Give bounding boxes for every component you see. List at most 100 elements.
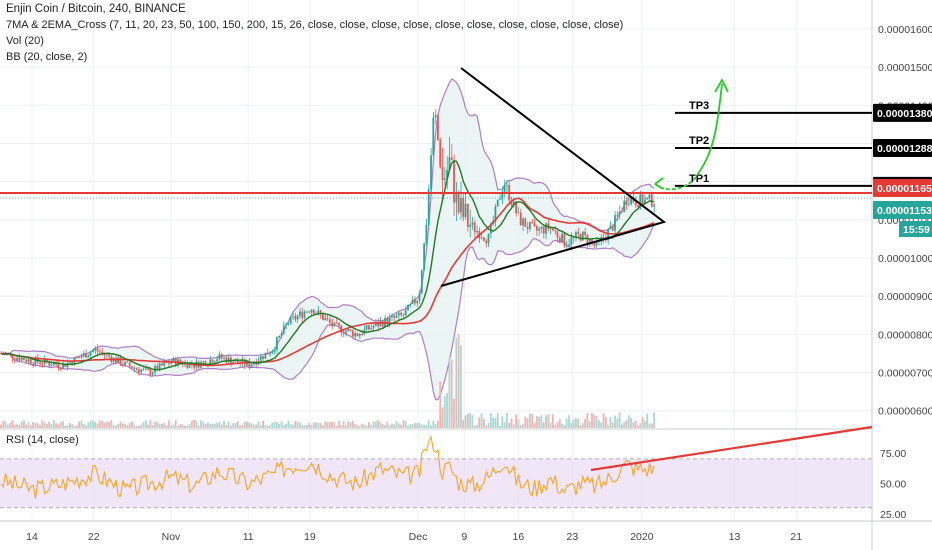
candle-body — [616, 214, 619, 216]
volume-bar — [303, 425, 306, 428]
volume-bar — [138, 425, 140, 428]
candle-body — [630, 197, 632, 204]
candle-body — [462, 198, 465, 217]
volume-bar — [434, 423, 437, 428]
candle-body — [443, 178, 446, 180]
rsi-tick-label: 50.00 — [880, 478, 906, 490]
candle-body — [650, 194, 653, 207]
bb-fill — [1, 78, 655, 400]
volume-bar — [469, 412, 471, 428]
candle-body — [529, 221, 531, 229]
ma-legend[interactable]: 7MA & 2EMA_Cross (7, 11, 20, 23, 50, 100… — [6, 19, 624, 31]
candle-body — [365, 325, 368, 330]
candle-body — [411, 299, 414, 304]
candle-body — [82, 353, 85, 357]
volume-bar — [623, 421, 626, 428]
candle-body — [535, 226, 538, 231]
target-label: TP1 — [689, 173, 709, 185]
volume-bar — [439, 381, 442, 428]
candle-body — [163, 362, 166, 366]
volume-bar — [32, 422, 34, 428]
volume-bar — [370, 424, 373, 428]
candle-body — [609, 225, 612, 230]
candle-body — [402, 314, 405, 316]
countdown-label: 15:59 — [903, 224, 930, 236]
candle-body — [648, 194, 651, 198]
candle-body — [151, 372, 154, 375]
ma-red — [0, 197, 655, 367]
x-tick-label: 14 — [26, 531, 38, 543]
volume-bar — [365, 425, 368, 428]
bb-lower — [0, 224, 655, 401]
volume-bar — [59, 421, 62, 428]
bb-legend[interactable]: BB (20, close, 2) — [6, 51, 88, 63]
volume-bar — [457, 334, 460, 428]
candle-body — [464, 203, 467, 217]
volume-bar — [308, 423, 310, 428]
volume-bar — [374, 421, 377, 428]
volume-bar — [575, 418, 577, 428]
candle-body — [94, 348, 97, 351]
volume-bar — [135, 425, 138, 428]
volume-bar — [646, 413, 649, 428]
volume-bar — [577, 418, 580, 428]
volume-bar — [391, 423, 393, 428]
volume-bar — [450, 359, 453, 428]
candle-body — [579, 234, 582, 241]
candle-body — [16, 357, 18, 360]
volume-bar — [616, 418, 619, 428]
volume-bar — [85, 425, 87, 428]
volume-bar — [420, 424, 423, 428]
candle-body — [595, 240, 598, 246]
candle-body — [85, 353, 87, 358]
candle-body — [331, 322, 333, 327]
candle-body — [280, 333, 283, 336]
volume-bar — [476, 424, 478, 428]
volume-bar — [455, 337, 458, 428]
volume-bar — [172, 424, 175, 428]
volume-bar — [531, 414, 534, 428]
candle-body — [568, 244, 570, 246]
volume-bar — [409, 424, 412, 428]
symbol-legend[interactable]: Enjin Coin / Bitcoin, 240, BINANCE — [6, 3, 186, 15]
rsi-legend[interactable]: RSI (14, close) — [6, 434, 79, 446]
rsi-pane — [0, 425, 873, 509]
candle-body — [588, 239, 591, 245]
candle-body — [216, 359, 218, 362]
volume-bar — [66, 425, 69, 428]
candle-body — [545, 223, 547, 234]
volume-bar — [223, 420, 225, 428]
candle-body — [510, 200, 513, 206]
candle-body — [126, 361, 129, 363]
volume-bar — [618, 412, 621, 428]
volume-legend[interactable]: Vol (20) — [6, 35, 44, 47]
volume-bar — [404, 421, 407, 428]
volume-bar — [285, 423, 287, 428]
volume-bar — [556, 422, 559, 428]
candle-body — [646, 197, 649, 200]
candle-body — [434, 114, 437, 118]
volume-bar — [648, 423, 651, 428]
candle-body — [542, 226, 545, 234]
volume-bar — [232, 423, 235, 428]
candle-body — [305, 311, 308, 313]
volume-bar — [73, 425, 76, 428]
candle-body — [358, 334, 361, 337]
volume-bar — [322, 425, 324, 428]
candle-body — [98, 351, 101, 353]
volume-bar — [473, 425, 476, 428]
candle-body — [653, 204, 655, 207]
candle-body — [172, 358, 175, 362]
candle-body — [149, 369, 152, 375]
candle-body — [236, 359, 239, 363]
candle-body — [80, 356, 83, 358]
candle-body — [377, 322, 379, 327]
volume-bar — [29, 425, 32, 428]
volume-bar — [71, 424, 74, 428]
candle-body — [374, 322, 377, 327]
candle-body — [287, 323, 290, 325]
volume-bar — [177, 425, 179, 428]
volume-bar — [87, 422, 90, 428]
volume-bar — [103, 422, 106, 428]
